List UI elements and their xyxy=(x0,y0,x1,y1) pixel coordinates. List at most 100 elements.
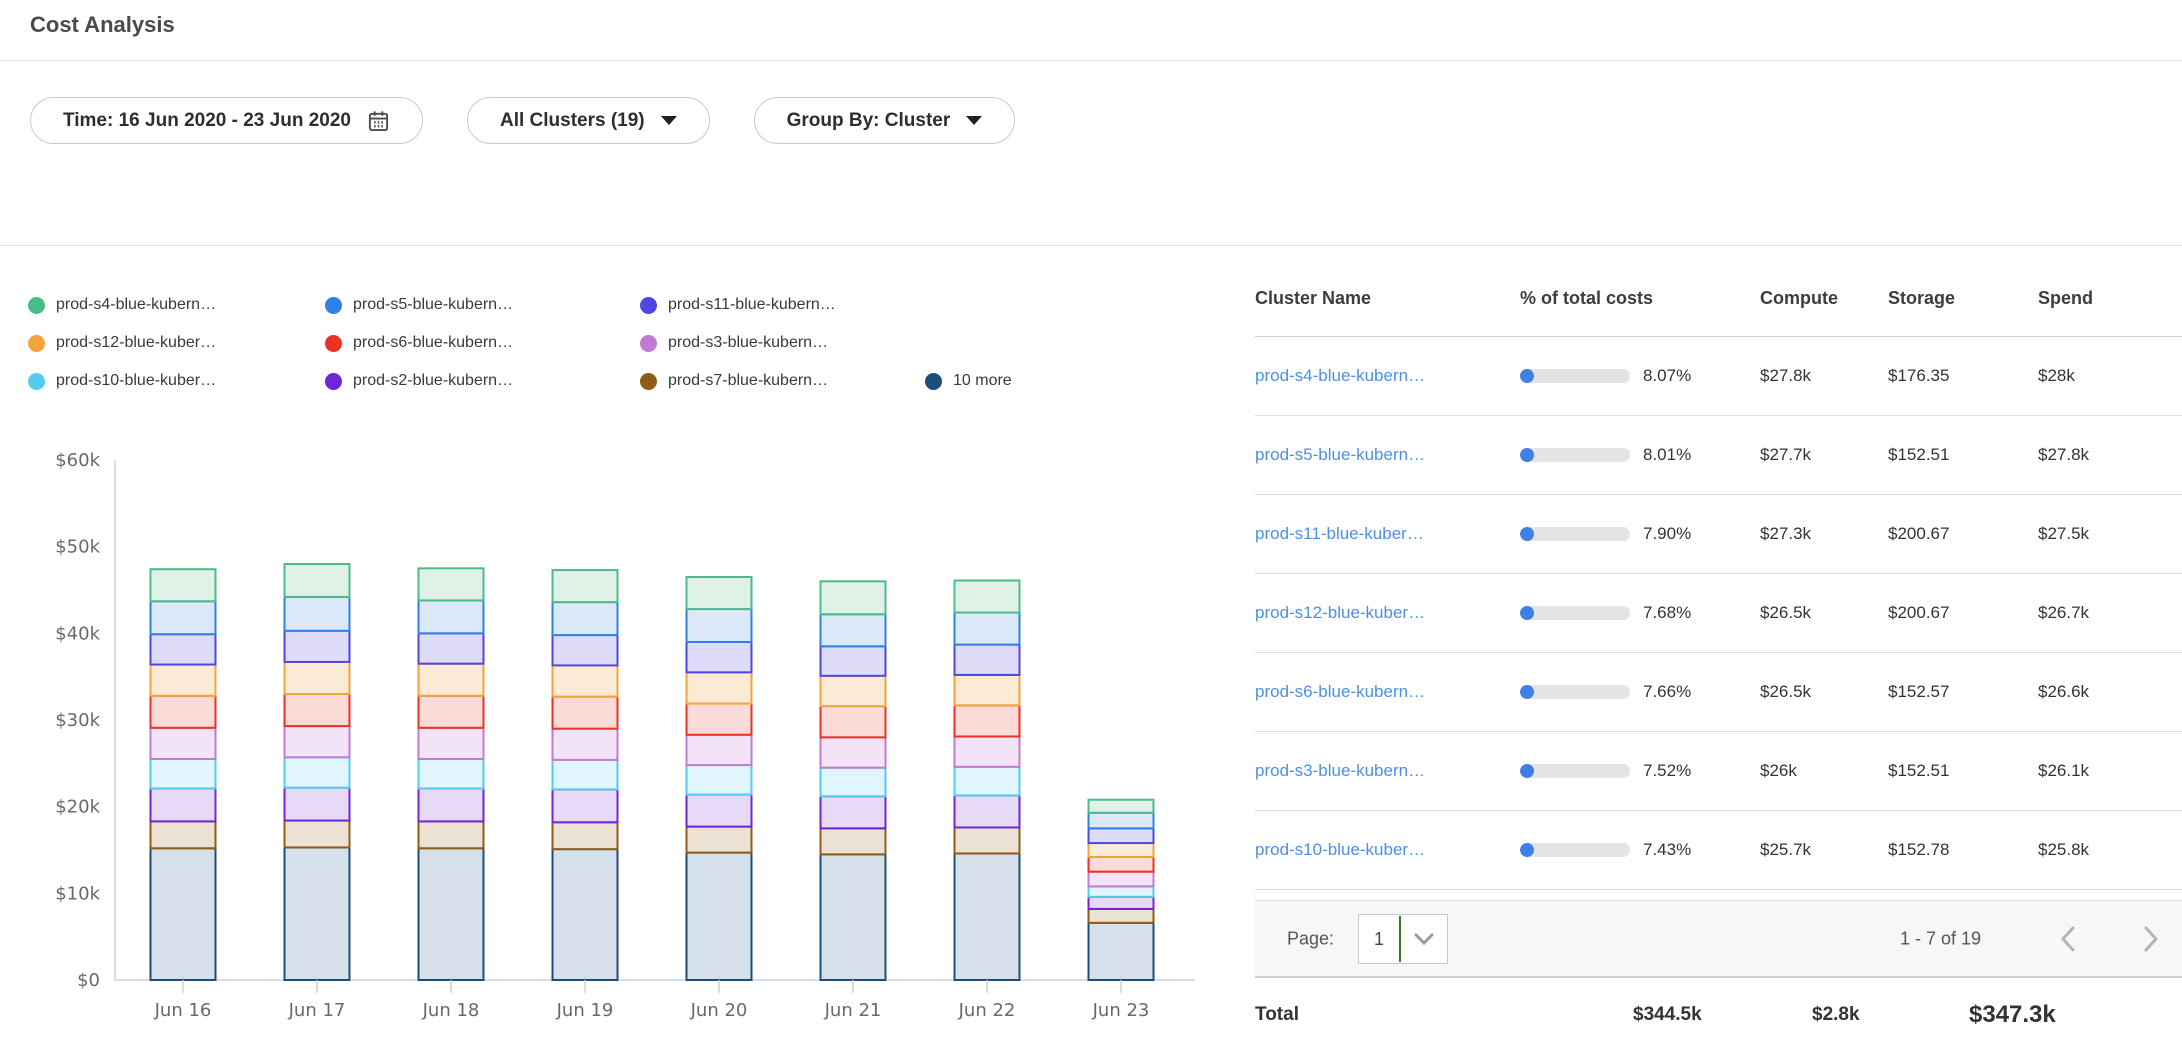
bar-segment[interactable] xyxy=(685,608,753,643)
bar-segment[interactable] xyxy=(685,671,753,705)
cluster-name-link[interactable]: prod-s4-blue-kubern… xyxy=(1255,366,1426,385)
bar-segment[interactable] xyxy=(685,641,753,674)
bar-segment[interactable] xyxy=(953,579,1021,614)
bar-segment[interactable] xyxy=(953,735,1021,768)
time-range-filter[interactable]: Time: 16 Jun 2020 - 23 Jun 2020 xyxy=(30,97,423,144)
cluster-name-link[interactable]: prod-s10-blue-kuber… xyxy=(1255,840,1426,859)
legend-item[interactable]: prod-s7-blue-kubern… xyxy=(640,370,828,392)
stacked-bar[interactable] xyxy=(819,580,887,982)
bar-segment[interactable] xyxy=(953,673,1021,707)
bar-segment[interactable] xyxy=(685,764,753,796)
bar-segment[interactable] xyxy=(283,693,351,728)
next-page-button[interactable] xyxy=(2133,921,2169,957)
bar-segment[interactable] xyxy=(417,847,485,981)
bar-segment[interactable] xyxy=(417,632,485,665)
bar-segment[interactable] xyxy=(1087,798,1155,814)
bar-segment[interactable] xyxy=(417,694,485,729)
bar-segment[interactable] xyxy=(685,851,753,982)
cluster-name-link[interactable]: prod-s3-blue-kubern… xyxy=(1255,761,1426,780)
bar-segment[interactable] xyxy=(819,827,887,856)
bar-segment[interactable] xyxy=(283,756,351,789)
bar-segment[interactable] xyxy=(685,702,753,736)
legend-item[interactable]: prod-s2-blue-kubern… xyxy=(325,370,513,392)
bar-segment[interactable] xyxy=(819,613,887,648)
stacked-bar[interactable] xyxy=(283,563,351,981)
bar-segment[interactable] xyxy=(551,758,619,791)
bar-segment[interactable] xyxy=(819,580,887,616)
bar-segment[interactable] xyxy=(149,600,217,636)
bar-segment[interactable] xyxy=(551,664,619,698)
bar-segment[interactable] xyxy=(149,694,217,729)
bar-segment[interactable] xyxy=(953,765,1021,797)
stacked-bar[interactable] xyxy=(149,568,217,981)
bar-segment[interactable] xyxy=(819,645,887,677)
bar-segment[interactable] xyxy=(149,568,217,603)
bar-segment[interactable] xyxy=(283,819,351,849)
legend-item[interactable]: prod-s12-blue-kuber… xyxy=(28,332,216,354)
stacked-bar[interactable] xyxy=(1087,798,1155,981)
bar-segment[interactable] xyxy=(1087,870,1155,888)
bar-segment[interactable] xyxy=(283,629,351,663)
bar-segment[interactable] xyxy=(417,758,485,790)
bar-segment[interactable] xyxy=(1087,811,1155,830)
clusters-filter-dropdown[interactable]: All Clusters (19) xyxy=(466,97,710,144)
bar-segment[interactable] xyxy=(953,852,1021,982)
stacked-bar[interactable] xyxy=(551,569,619,981)
bar-segment[interactable] xyxy=(551,695,619,730)
bar-segment[interactable] xyxy=(149,820,217,850)
bar-segment[interactable] xyxy=(551,601,619,637)
bar-segment[interactable] xyxy=(149,758,217,790)
bar-segment[interactable] xyxy=(819,853,887,982)
group-by-dropdown[interactable]: Group By: Cluster xyxy=(753,97,1016,144)
bar-segment[interactable] xyxy=(283,846,351,981)
legend-item[interactable]: 10 more xyxy=(925,370,1012,392)
bar-segment[interactable] xyxy=(953,704,1021,738)
bar-segment[interactable] xyxy=(417,662,485,697)
bar-segment[interactable] xyxy=(685,825,753,854)
legend-item[interactable]: prod-s3-blue-kubern… xyxy=(640,332,828,354)
page-select[interactable]: 1 xyxy=(1358,914,1448,964)
bar-segment[interactable] xyxy=(819,674,887,708)
bar-segment[interactable] xyxy=(1087,895,1155,910)
bar-segment[interactable] xyxy=(417,726,485,760)
bar-segment[interactable] xyxy=(551,821,619,851)
bar-segment[interactable] xyxy=(149,663,217,697)
bar-segment[interactable] xyxy=(283,563,351,598)
bar-segment[interactable] xyxy=(417,599,485,635)
legend-item[interactable]: prod-s10-blue-kuber… xyxy=(28,370,216,392)
bar-segment[interactable] xyxy=(283,595,351,632)
bar-segment[interactable] xyxy=(685,793,753,828)
bar-segment[interactable] xyxy=(685,576,753,611)
bar-segment[interactable] xyxy=(1087,907,1155,924)
cluster-name-link[interactable]: prod-s6-blue-kubern… xyxy=(1255,682,1426,701)
bar-segment[interactable] xyxy=(283,786,351,822)
bar-segment[interactable] xyxy=(149,847,217,981)
bar-segment[interactable] xyxy=(551,848,619,981)
bar-segment[interactable] xyxy=(551,727,619,761)
bar-segment[interactable] xyxy=(417,820,485,850)
previous-page-button[interactable] xyxy=(2050,921,2086,957)
bar-segment[interactable] xyxy=(551,634,619,667)
cluster-name-link[interactable]: prod-s12-blue-kuber… xyxy=(1255,603,1426,622)
bar-segment[interactable] xyxy=(551,788,619,824)
bar-segment[interactable] xyxy=(819,705,887,739)
bar-segment[interactable] xyxy=(149,633,217,666)
bar-segment[interactable] xyxy=(685,733,753,767)
bar-segment[interactable] xyxy=(819,795,887,830)
bar-segment[interactable] xyxy=(819,736,887,769)
bar-segment[interactable] xyxy=(149,787,217,823)
stacked-bar[interactable] xyxy=(953,579,1021,982)
legend-item[interactable]: prod-s6-blue-kubern… xyxy=(325,332,513,354)
bar-segment[interactable] xyxy=(953,611,1021,646)
bar-segment[interactable] xyxy=(953,643,1021,676)
cluster-name-link[interactable]: prod-s5-blue-kubern… xyxy=(1255,445,1426,464)
bar-segment[interactable] xyxy=(1087,842,1155,858)
bar-segment[interactable] xyxy=(819,766,887,798)
cluster-name-link[interactable]: prod-s11-blue-kuber… xyxy=(1255,524,1424,543)
bar-segment[interactable] xyxy=(551,569,619,604)
bar-segment[interactable] xyxy=(283,660,351,695)
bar-segment[interactable] xyxy=(417,787,485,823)
bar-segment[interactable] xyxy=(1087,827,1155,845)
bar-segment[interactable] xyxy=(1087,921,1155,981)
bar-segment[interactable] xyxy=(953,794,1021,829)
